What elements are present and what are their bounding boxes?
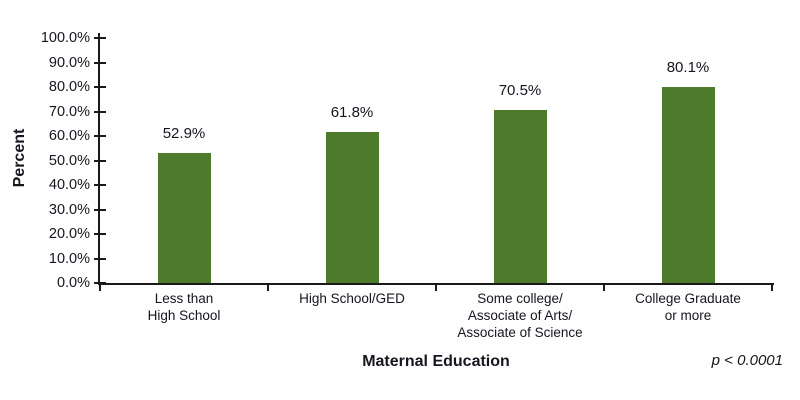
y-axis-tick: [94, 257, 106, 260]
y-axis-tick: [94, 184, 106, 186]
x-axis-tick: [771, 283, 773, 291]
x-axis-category-label: High School/GED: [299, 291, 405, 306]
x-axis-tick: [99, 283, 101, 291]
p-value-annotation: p < 0.0001: [711, 352, 783, 369]
y-axis-tick: [94, 86, 106, 88]
y-axis-tick: [94, 159, 106, 162]
x-axis-title: Maternal Education: [362, 353, 510, 370]
y-axis-tick-label: 30.0%: [48, 201, 90, 218]
y-axis-tick-label: 70.0%: [48, 103, 90, 120]
y-axis-tick-label: 80.0%: [48, 79, 90, 95]
y-axis-tick: [94, 37, 106, 39]
y-axis-tick-label: 40.0%: [48, 177, 90, 193]
x-axis-tick: [435, 283, 437, 291]
bar: [325, 132, 379, 283]
y-axis-tick-label: 100.0%: [40, 30, 90, 46]
y-axis-tick-label: 20.0%: [48, 226, 90, 242]
x-axis-tick: [267, 283, 269, 291]
bar: [493, 110, 547, 283]
bar-value-label: 80.1%: [666, 59, 710, 76]
x-axis-tick: [603, 283, 605, 291]
x-axis-category-label: Some college/ Associate of Arts/ Associa…: [457, 291, 583, 340]
bar-value-label: 52.9%: [162, 125, 206, 142]
bar-value-label: 61.8%: [330, 104, 374, 121]
x-axis-category-label: College Graduate or more: [635, 291, 741, 323]
bar-value-label: 70.5%: [498, 82, 542, 99]
y-axis-tick: [94, 135, 106, 137]
y-axis-tick-label: 90.0%: [48, 54, 90, 71]
y-axis-tick-label: 60.0%: [48, 128, 90, 144]
y-axis-tick-label: 10.0%: [48, 250, 90, 267]
y-axis-tick: [94, 208, 106, 211]
y-axis-tick: [94, 233, 106, 235]
bar: [661, 87, 715, 283]
y-axis-tick: [94, 61, 106, 64]
y-axis-tick: [94, 110, 106, 113]
x-axis-category-label: Less than High School: [147, 291, 221, 323]
y-axis-line: [98, 33, 100, 285]
bar: [157, 153, 211, 283]
y-axis-tick-label: 50.0%: [48, 152, 90, 169]
y-axis-tick-label: 0.0%: [56, 275, 90, 291]
